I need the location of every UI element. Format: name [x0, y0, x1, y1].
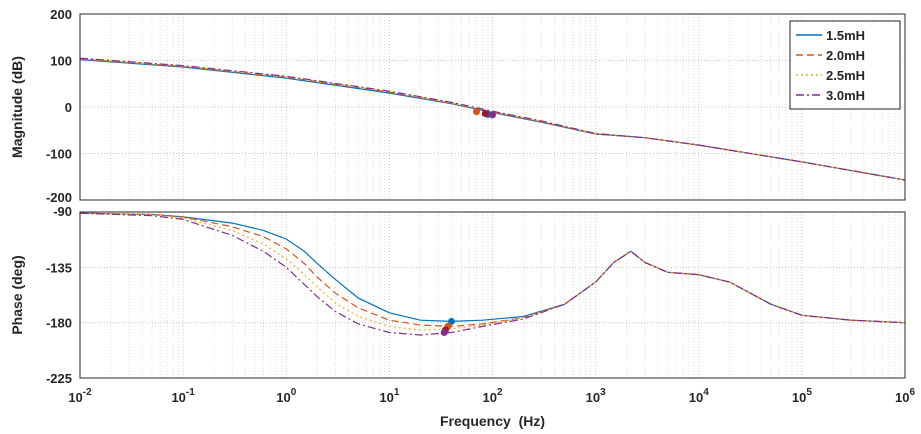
phase-marker-1.5mH: [447, 317, 455, 325]
legend-entry-2.0mH: 2.0mH: [826, 48, 865, 63]
magnitude-y-ticks: -200 -100 0 100 200: [46, 7, 72, 205]
phase-grid: [79, 212, 906, 378]
magnitude-y-tick-label: -200: [46, 190, 72, 205]
phase-y-tick-label: -225: [46, 371, 72, 386]
legend-entry-2.5mH: 2.5mH: [826, 68, 865, 83]
phase-y-tick-label: -90: [53, 204, 72, 219]
magnitude-line-3.0mH: [79, 57, 906, 181]
phase-y-tick-label: -135: [46, 260, 72, 275]
magnitude-y-tick-label: 100: [50, 54, 72, 69]
magnitude-marker-2.5mH: [481, 110, 489, 118]
magnitude-markers: [473, 108, 496, 119]
legend: 1.5mH 2.0mH 2.5mH 3.0mH: [789, 20, 901, 110]
frequency-x-tick-label: 103: [586, 387, 606, 405]
phase-y-axis-label: Phase (deg): [9, 255, 25, 334]
frequency-x-tick-label: 105: [792, 387, 812, 405]
magnitude-axes-frame: [79, 13, 906, 201]
magnitude-y-axis-label: Magnitude (dB): [9, 56, 25, 158]
magnitude-y-tick-label: 200: [50, 7, 72, 22]
phase-marker-3.0mH: [440, 329, 448, 337]
legend-entry-3.0mH: 3.0mH: [826, 88, 865, 103]
frequency-x-tick-label: 101: [379, 387, 399, 405]
frequency-x-ticks: 10-2 10-1 100 101 102 103 104 105 106: [68, 387, 915, 405]
magnitude-series: [79, 57, 906, 181]
frequency-x-tick-label: 104: [689, 387, 709, 405]
magnitude-marker-2.0mH: [473, 108, 481, 116]
legend-entry-1.5mH: 1.5mH: [826, 28, 865, 43]
phase-series: [79, 212, 906, 336]
phase-y-tick-label: -180: [46, 316, 72, 331]
frequency-x-tick-label: 106: [895, 387, 915, 405]
magnitude-y-tick-label: 0: [65, 100, 72, 115]
magnitude-line-2.5mH: [79, 58, 906, 181]
magnitude-panel: -200 -100 0 100 200 Magnitude (dB): [9, 7, 906, 205]
phase-axes-frame: [79, 211, 906, 379]
frequency-x-tick-label: 10-2: [68, 387, 92, 405]
frequency-x-tick-label: 102: [482, 387, 502, 405]
phase-line-2.0mH: [79, 212, 906, 328]
frequency-x-tick-label: 10-1: [171, 387, 195, 405]
phase-y-ticks: -225 -180 -135 -90: [46, 204, 72, 386]
phase-markers: [440, 317, 455, 337]
frequency-x-axis-label: Frequency (Hz): [440, 413, 545, 429]
magnitude-marker-3.0mH: [489, 111, 496, 119]
frequency-x-tick-label: 100: [276, 387, 296, 405]
phase-panel: -225-180-135-90 10-2 10-1 100 101 102 103 104 1…: [9, 204, 915, 429]
phase-line-3.0mH: [79, 212, 906, 336]
magnitude-y-tick-label: -100: [46, 147, 72, 162]
